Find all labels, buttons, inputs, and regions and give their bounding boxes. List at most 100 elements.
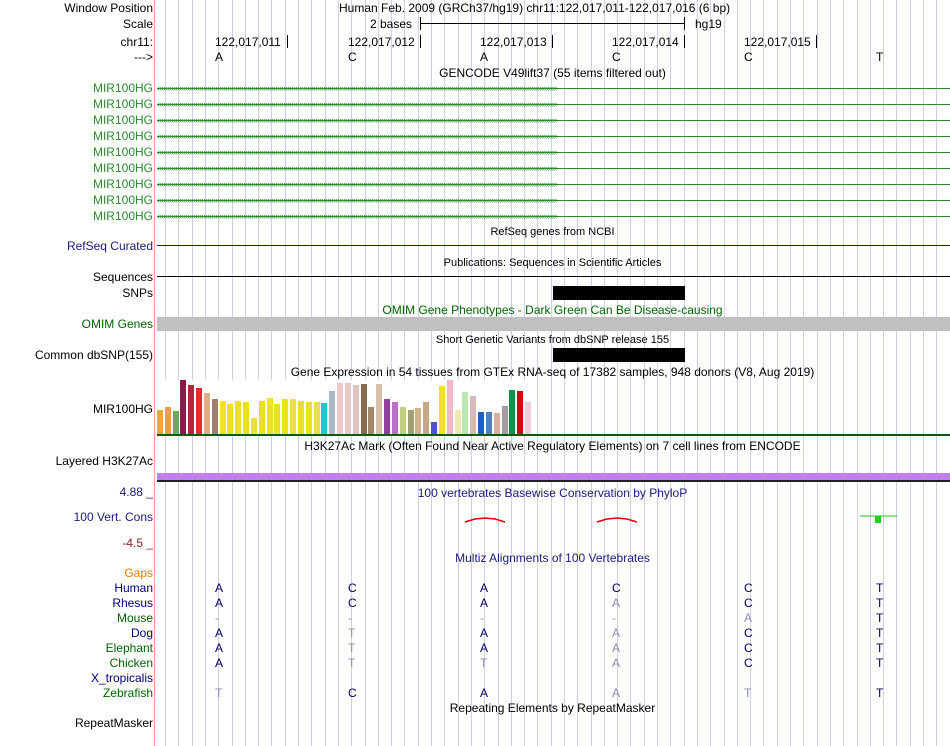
gtex-tissue-bar[interactable] — [267, 398, 273, 434]
grid-line — [630, 0, 631, 746]
grid-line — [458, 0, 459, 746]
gencode-item-label[interactable]: MIR100HG — [92, 193, 153, 207]
gtex-tissue-bar[interactable] — [502, 406, 508, 434]
gtex-tissue-bar[interactable] — [251, 418, 257, 434]
gtex-tissue-bar[interactable] — [188, 385, 194, 434]
reference-base: C — [612, 50, 621, 64]
publications-label[interactable]: Sequences — [92, 270, 153, 284]
gtex-tissue-bar[interactable] — [376, 384, 382, 434]
gtex-tissue-bar[interactable] — [165, 407, 171, 434]
gtex-tissue-bar[interactable] — [306, 402, 312, 434]
gtex-tissue-bar[interactable] — [227, 404, 233, 434]
dbsnp-feature[interactable] — [553, 348, 685, 362]
multiz-species-label[interactable]: Dog — [130, 626, 153, 640]
gtex-tissue-bar[interactable] — [329, 391, 335, 434]
multiz-species-label[interactable]: Rhesus — [112, 596, 153, 610]
gtex-tissue-bar[interactable] — [212, 399, 218, 434]
gtex-tissue-bar[interactable] — [204, 393, 210, 434]
gtex-tissue-bar[interactable] — [259, 401, 265, 434]
gtex-tissue-bar[interactable] — [439, 386, 445, 434]
gencode-item-label[interactable]: MIR100HG — [92, 177, 153, 191]
phylop-label[interactable]: 100 Vert. Cons — [73, 510, 153, 524]
snps-label[interactable]: SNPs — [122, 286, 153, 300]
multiz-base: C — [744, 596, 753, 610]
gtex-tissue-bar[interactable] — [470, 396, 476, 434]
gtex-tissue-bar[interactable] — [173, 411, 179, 434]
gtex-tissue-bar[interactable] — [290, 399, 296, 434]
multiz-base: C — [744, 656, 753, 670]
repeatmasker-title: Repeating Elements by RepeatMasker — [449, 701, 656, 715]
gtex-tissue-bar[interactable] — [220, 401, 226, 434]
gtex-tissue-bar[interactable] — [517, 391, 523, 434]
multiz-base: A — [612, 641, 621, 655]
gtex-tissue-bar[interactable] — [274, 404, 280, 434]
multiz-species-label[interactable]: X_tropicalis — [90, 671, 153, 685]
multiz-base: A — [612, 626, 621, 640]
grid-line — [444, 0, 445, 746]
gtex-tissue-bar[interactable] — [368, 407, 374, 434]
gtex-tissue-bar[interactable] — [525, 402, 531, 434]
gencode-item-label[interactable]: MIR100HG — [92, 113, 153, 127]
gtex-tissue-bar[interactable] — [486, 412, 492, 434]
gencode-item-label[interactable]: MIR100HG — [92, 81, 153, 95]
h3k27ac-signal[interactable] — [157, 473, 950, 480]
gtex-label[interactable]: MIR100HG — [92, 402, 153, 416]
gtex-tissue-bar[interactable] — [447, 380, 453, 434]
multiz-base: - — [612, 611, 616, 625]
refseq-label[interactable]: RefSeq Curated — [66, 239, 153, 253]
gencode-item-line — [157, 88, 950, 89]
gencode-item-label[interactable]: MIR100HG — [92, 209, 153, 223]
multiz-species-label[interactable]: Zebrafish — [102, 686, 153, 700]
gtex-tissue-bar[interactable] — [235, 401, 241, 434]
window-position-label: Window Position — [64, 1, 153, 15]
gtex-tissue-bar[interactable] — [345, 383, 351, 434]
gtex-tissue-bar[interactable] — [455, 410, 461, 434]
gtex-tissue-bar[interactable] — [314, 402, 320, 434]
gtex-tissue-bar[interactable] — [431, 422, 437, 434]
gtex-tissue-bar[interactable] — [462, 392, 468, 434]
gtex-tissue-bar[interactable] — [298, 401, 304, 434]
gtex-tissue-bar[interactable] — [361, 384, 367, 434]
multiz-species-label[interactable]: Human — [114, 581, 153, 595]
grid-line — [271, 0, 272, 746]
publications-line[interactable] — [157, 276, 950, 277]
gtex-tissue-bar[interactable] — [321, 403, 327, 434]
gtex-tissue-bar[interactable] — [423, 402, 429, 434]
gtex-tissue-bar[interactable] — [243, 402, 249, 434]
multiz-species-label[interactable]: Mouse — [116, 611, 153, 625]
dbsnp-label[interactable]: Common dbSNP(155) — [34, 348, 153, 362]
repeatmasker-label[interactable]: RepeatMasker — [74, 716, 153, 730]
gtex-tissue-bar[interactable] — [282, 399, 288, 434]
omim-label[interactable]: OMIM Genes — [81, 317, 153, 331]
scale-bar — [420, 23, 685, 24]
grid-line — [644, 0, 645, 746]
gtex-tissue-bar[interactable] — [415, 408, 421, 434]
gtex-tissue-bar[interactable] — [157, 410, 163, 434]
gencode-item-label[interactable]: MIR100HG — [92, 145, 153, 159]
gtex-tissue-bar[interactable] — [400, 407, 406, 434]
multiz-species-label[interactable]: Elephant — [105, 641, 153, 655]
gtex-tissue-bar[interactable] — [180, 380, 186, 434]
multiz-species-label[interactable]: Chicken — [109, 656, 153, 670]
gencode-item-label[interactable]: MIR100HG — [92, 97, 153, 111]
refseq-line[interactable] — [157, 245, 950, 246]
gtex-tissue-bar[interactable] — [509, 390, 515, 434]
gtex-tissue-bar[interactable] — [384, 399, 390, 434]
phylop-signal[interactable] — [157, 510, 950, 530]
gtex-tissue-bar[interactable] — [392, 402, 398, 434]
snp-feature[interactable] — [553, 286, 685, 300]
grid-line — [830, 0, 831, 746]
gtex-tissue-bar[interactable] — [196, 388, 202, 434]
multiz-base: A — [215, 626, 224, 640]
h3k27ac-label[interactable]: Layered H3K27Ac — [55, 454, 153, 468]
gtex-tissue-bar[interactable] — [478, 412, 484, 434]
omim-feature[interactable] — [157, 317, 950, 331]
gencode-item-label[interactable]: MIR100HG — [92, 161, 153, 175]
gtex-tissue-bar[interactable] — [337, 383, 343, 434]
gtex-tissue-bar[interactable] — [353, 385, 359, 434]
position-tick — [552, 35, 553, 48]
gencode-item-label[interactable]: MIR100HG — [92, 129, 153, 143]
gtex-tissue-bar[interactable] — [494, 413, 500, 434]
gencode-item-line — [157, 168, 950, 169]
gtex-tissue-bar[interactable] — [408, 410, 414, 434]
